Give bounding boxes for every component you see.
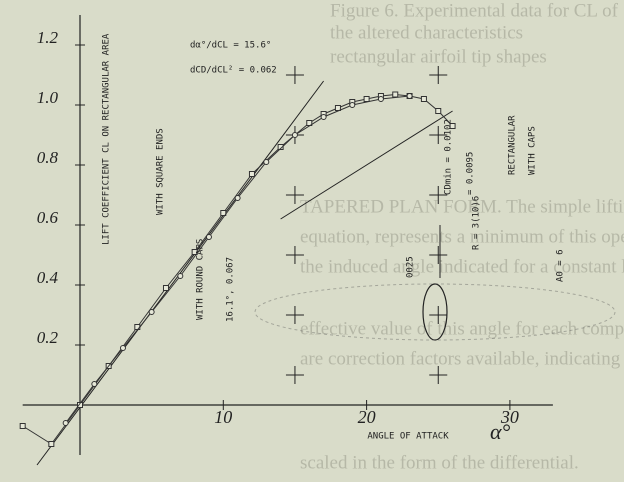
data-point <box>191 249 198 255</box>
plot: 0.2 0.4 0.6 0.8 1.0 1.2 10 20 30 ANGLE OF ATTACK α… <box>19 15 566 466</box>
data-point <box>205 234 212 240</box>
data-point <box>277 144 284 150</box>
y-tick-label: 0.8 <box>37 148 59 167</box>
background-text: scaled in the form of the differential. <box>300 452 579 473</box>
bleed-through-text: Figure 6. Experimental data for CL ofthe… <box>300 0 624 473</box>
grid-cross <box>285 246 304 264</box>
data-point <box>234 195 241 201</box>
background-text: effective value of this angle for each c… <box>300 318 624 339</box>
data-point <box>449 123 456 129</box>
annotation: CDmin = 0.0102 <box>444 119 454 195</box>
background-text: rectangular airfoil tip shapes <box>330 46 547 67</box>
background-text: equation, represents a minimum of this o… <box>300 226 624 247</box>
background-text: TAPERED PLAN FORM. The simple lifting li… <box>300 196 624 217</box>
grid-cross <box>429 186 448 204</box>
x-tick-label: 20 <box>358 407 376 427</box>
wing-outline <box>254 283 616 341</box>
grid-cross <box>429 66 448 84</box>
x-tick-label: 30 <box>500 407 519 427</box>
annotation: dCD/dCL² = 0.062 <box>190 66 277 76</box>
data-point <box>420 96 427 102</box>
data-point <box>320 114 327 120</box>
data-point <box>220 210 227 216</box>
background-text: are correction factors available, indica… <box>300 348 624 369</box>
grid-cross <box>285 366 304 384</box>
data-point <box>406 93 413 99</box>
x-tick-label: 10 <box>214 407 232 427</box>
y-tick-label: 0.2 <box>37 328 59 347</box>
theory-line <box>280 110 453 220</box>
data-point <box>48 441 55 447</box>
y-tick-label: 0.4 <box>37 268 59 287</box>
annotation: WITH ROUND CAPS <box>196 239 206 320</box>
background-text: Figure 6. Experimental data for CL of <box>330 0 619 21</box>
data-point <box>291 132 298 138</box>
grid-cross <box>285 186 304 204</box>
background-text: the altered characteristics <box>330 22 523 43</box>
grid-cross <box>285 66 304 84</box>
data-point <box>19 423 26 429</box>
y-tick-label: 0.6 <box>37 208 59 227</box>
annotation: 0025 <box>406 256 416 278</box>
data-point <box>62 420 69 426</box>
y-axis-label: LIFT COEFFICIENT CL ON RECTANGULAR AREA <box>102 33 112 245</box>
x-axis-symbol: α° <box>490 419 511 444</box>
grid-cross <box>429 366 448 384</box>
airfoil-section <box>422 283 448 341</box>
annotation: = 0.0095 <box>466 152 476 195</box>
data-point <box>148 309 155 315</box>
annotation: 16.1°, 0.067 <box>226 257 236 322</box>
grid-cross <box>285 306 304 324</box>
data-point <box>91 381 98 387</box>
data-point <box>392 91 399 98</box>
data-point <box>263 159 270 165</box>
annotation: WITH SQUARE ENDS <box>156 128 166 215</box>
data-point <box>77 402 83 408</box>
data-point <box>363 96 370 102</box>
annotation: dα°/dCL = 15.6° <box>190 41 271 51</box>
data-point <box>248 171 255 177</box>
annotation: R = 3(10)6 <box>472 196 482 250</box>
data-point <box>349 102 356 108</box>
data-point <box>162 285 169 291</box>
y-tick-label: 1.2 <box>37 28 59 47</box>
data-point <box>119 345 126 351</box>
grid-cross <box>429 306 448 324</box>
grid-cross <box>429 246 448 264</box>
data-point <box>377 96 384 102</box>
annotation: A0 = 6 <box>556 249 566 282</box>
annotation: RECTANGULAR <box>508 115 518 175</box>
grid-cross <box>429 126 448 144</box>
data-point <box>177 273 184 279</box>
x-axis-label: ANGLE OF ATTACK <box>367 432 449 442</box>
y-tick-label: 1.0 <box>37 88 59 107</box>
background-text: the induced angle indicated for a consta… <box>300 256 624 277</box>
annotation: WITH CAPS <box>528 126 538 175</box>
data-point <box>435 108 442 114</box>
